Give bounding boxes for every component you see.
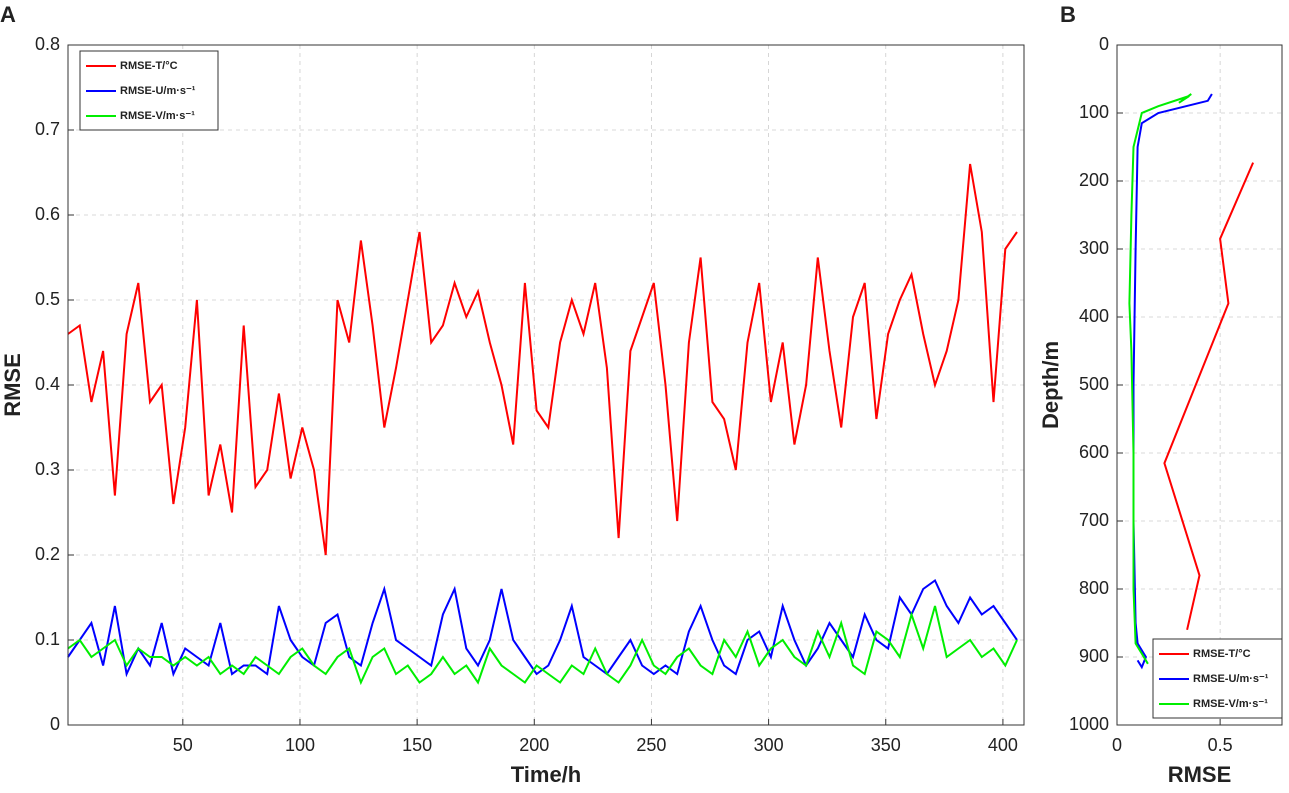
y-tick-label: 700 <box>1079 510 1109 530</box>
y-tick-label: 500 <box>1079 374 1109 394</box>
legend-label: RMSE-V/m·s⁻¹ <box>120 110 195 122</box>
y-tick-label: 0.6 <box>35 204 60 224</box>
y-tick-label: 100 <box>1079 102 1109 122</box>
x-tick-label: 400 <box>988 735 1018 755</box>
panel-label: A <box>0 2 16 27</box>
y-tick-label: 0.3 <box>35 459 60 479</box>
y-tick-label: 0.4 <box>35 374 60 394</box>
axes-frame <box>67 44 1025 726</box>
y-tick-label: 0.8 <box>35 34 60 54</box>
axes-frame <box>1116 44 1283 726</box>
data-line <box>1128 93 1192 665</box>
y-tick-label: 400 <box>1079 306 1109 326</box>
x-tick-label: 250 <box>636 735 666 755</box>
x-tick-label: 350 <box>871 735 901 755</box>
data-line <box>67 605 1018 686</box>
y-tick-label: 200 <box>1079 170 1109 190</box>
legend-label: RMSE-U/m·s⁻¹ <box>120 85 196 97</box>
x-tick-label: 100 <box>285 735 315 755</box>
x-tick-label: 50 <box>173 735 193 755</box>
data-line <box>1163 162 1255 631</box>
y-tick-label: 800 <box>1079 578 1109 598</box>
y-tick-label: 0.2 <box>35 544 60 564</box>
y-tick-label: 600 <box>1079 442 1109 462</box>
x-axis-label: Time/h <box>511 762 582 787</box>
legend-label: RMSE-T/°C <box>1193 648 1251 660</box>
x-axis-label: RMSE <box>1168 762 1232 787</box>
x-tick-label: 0 <box>1112 735 1122 755</box>
legend-label: RMSE-V/m·s⁻¹ <box>1193 698 1268 710</box>
y-axis-label: Depth/m <box>1038 341 1063 429</box>
plot-area <box>68 45 1024 725</box>
x-tick-label: 300 <box>754 735 784 755</box>
legend-label: RMSE-U/m·s⁻¹ <box>1193 673 1269 685</box>
x-tick-label: 150 <box>402 735 432 755</box>
y-tick-label: 0.5 <box>35 289 60 309</box>
y-tick-label: 1000 <box>1069 714 1109 734</box>
y-tick-label: 0 <box>1099 34 1109 54</box>
data-line <box>67 163 1018 556</box>
y-tick-label: 900 <box>1079 646 1109 666</box>
data-line <box>1132 93 1213 670</box>
panel-label: B <box>1060 2 1076 27</box>
legend-label: RMSE-T/°C <box>120 60 178 72</box>
y-tick-label: 0.1 <box>35 629 60 649</box>
y-tick-label: 300 <box>1079 238 1109 258</box>
x-tick-label: 200 <box>519 735 549 755</box>
y-axis-label: RMSE <box>0 353 25 417</box>
y-tick-label: 0.7 <box>35 119 60 139</box>
y-tick-label: 0 <box>50 714 60 734</box>
x-tick-label: 0.5 <box>1208 735 1233 755</box>
